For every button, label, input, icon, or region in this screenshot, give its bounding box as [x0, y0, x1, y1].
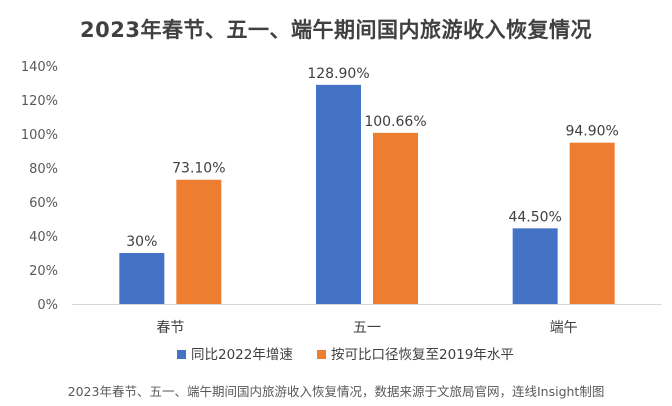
data-label: 30% [126, 234, 157, 250]
legend-entry: 同比2022年增速 [191, 347, 293, 363]
y-tick-label: 40% [29, 230, 58, 245]
labels-layer: 30% 73.10% 春节 128.90% 100.66% 五一 44.50% 94.90% 端… [126, 66, 619, 336]
bar [119, 253, 165, 304]
x-category-label: 五一 [353, 320, 381, 336]
source-caption: 2023年春节、五一、端午期间国内旅游收入恢复情况，数据来源于文旅局官网，连线I… [67, 384, 605, 399]
y-tick-label: 0% [37, 298, 58, 313]
data-label: 128.90% [307, 66, 369, 82]
y-tick-label: 80% [29, 162, 58, 177]
legend-swatch [317, 350, 326, 359]
legend-entry: 按可比口径恢复至2019年水平 [331, 346, 514, 363]
bar [512, 228, 558, 304]
y-tick-label: 140% [21, 60, 58, 75]
data-label: 94.90% [565, 124, 618, 140]
y-tick-label: 100% [21, 128, 58, 143]
data-label: 73.10% [172, 161, 225, 177]
legend-swatch [177, 350, 186, 359]
bar [176, 179, 222, 304]
axis-layer: 0% 20% 40% 60% 80% 100% 120% 140% [21, 60, 662, 313]
chart-title: 2023年春节、五一、端午期间国内旅游收入恢复情况 [80, 18, 592, 42]
y-tick-label: 60% [29, 196, 58, 211]
x-category-label: 春节 [156, 320, 184, 336]
bar [316, 84, 361, 305]
bars-layer [119, 84, 615, 305]
data-label: 100.66% [364, 114, 426, 130]
y-tick-label: 120% [21, 94, 58, 109]
x-category-label: 端午 [550, 320, 578, 336]
data-label: 44.50% [508, 209, 561, 225]
y-tick-label: 20% [29, 264, 58, 279]
legend: 同比2022年增速 按可比口径恢复至2019年水平 [177, 346, 514, 363]
bar [373, 132, 418, 304]
bar [569, 142, 615, 304]
